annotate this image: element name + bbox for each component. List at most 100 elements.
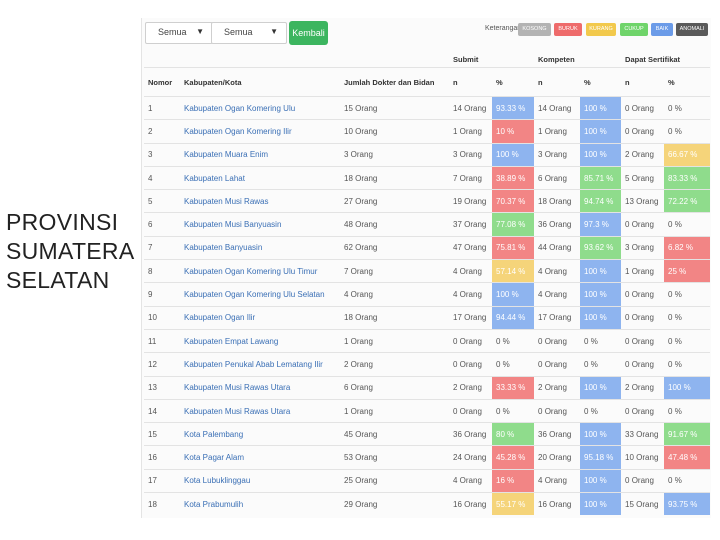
filter-select-1[interactable]: Semua ▼: [145, 22, 213, 44]
filter-select-1-value: Semua: [158, 27, 187, 37]
table-row: 11 Kabupaten Empat Lawang 1 Orang 0 Orang 0 …: [144, 328, 711, 353]
cell-submit-n: 1 Orang: [449, 119, 492, 144]
cell-submit-n: 36 Orang: [449, 422, 492, 446]
cell-kabupaten[interactable]: Kabupaten Penukal Abab Lematang Ilir: [180, 352, 340, 377]
cell-kabupaten[interactable]: Kabupaten Ogan Komering Ulu Timur: [180, 259, 340, 283]
cell-sertifikat-pct: 0 %: [664, 468, 711, 493]
cell-sertifikat-pct: 0 %: [664, 398, 711, 423]
cell-kabupaten[interactable]: Kabupaten Banyuasin: [180, 235, 340, 260]
data-table: Submit Kompeten Dapat Sertifikat Nomor K…: [144, 51, 711, 516]
cell-kompeten-n: 20 Orang: [534, 445, 581, 470]
cell-jumlah: 3 Orang: [340, 142, 449, 167]
cell-sertifikat-n: 0 Orang: [621, 95, 665, 120]
cell-sertifikat-pct: 0 %: [664, 282, 711, 307]
cell-submit-pct: 70.37 %: [492, 189, 535, 213]
cell-kompeten-pct: 100 %: [580, 305, 622, 330]
cell-jumlah: 7 Orang: [340, 259, 449, 283]
cell-kabupaten[interactable]: Kabupaten Empat Lawang: [180, 328, 340, 353]
header-kompeten-pct[interactable]: %: [580, 67, 622, 97]
cell-sertifikat-pct: 6.82 %: [664, 235, 711, 260]
cell-kompeten-n: 14 Orang: [534, 95, 581, 120]
cell-submit-n: 4 Orang: [449, 259, 492, 283]
cell-sertifikat-pct: 93.75 %: [664, 492, 711, 516]
cell-kabupaten[interactable]: Kabupaten Musi Rawas Utara: [180, 398, 340, 423]
cell-kompeten-pct: 100 %: [580, 492, 622, 516]
cell-submit-n: 2 Orang: [449, 375, 492, 400]
cell-jumlah: 27 Orang: [340, 189, 449, 213]
filter-select-2-value: Semua: [224, 27, 253, 37]
cell-submit-n: 0 Orang: [449, 398, 492, 423]
cell-nomor: 7: [144, 235, 180, 260]
header-sertifikat-n[interactable]: n: [621, 67, 665, 97]
cell-kompeten-pct: 100 %: [580, 119, 622, 144]
cell-sertifikat-n: 10 Orang: [621, 445, 665, 470]
cell-kabupaten[interactable]: Kabupaten Ogan Komering Ulu: [180, 95, 340, 120]
cell-kabupaten[interactable]: Kota Pagar Alam: [180, 445, 340, 470]
cell-kabupaten[interactable]: Kabupaten Ogan Ilir: [180, 305, 340, 330]
table-row: 15 Kota Palembang 45 Orang 36 Orang 80 % 36 O…: [144, 422, 711, 446]
cell-kompeten-pct: 0 %: [580, 352, 622, 377]
table-row: 10 Kabupaten Ogan Ilir 18 Orang 17 Orang 94.…: [144, 305, 711, 330]
table-row: 8 Kabupaten Ogan Komering Ulu Timur 7 Oran…: [144, 259, 711, 283]
table-row: 7 Kabupaten Banyuasin 62 Orang 47 Orang 75.8…: [144, 235, 711, 260]
cell-submit-pct: 45.28 %: [492, 445, 535, 470]
header-nomor[interactable]: Nomor: [144, 67, 180, 97]
cell-sertifikat-pct: 47.48 %: [664, 445, 711, 470]
cell-nomor: 8: [144, 259, 180, 283]
group-header-row: Submit Kompeten Dapat Sertifikat: [144, 51, 710, 68]
cell-kabupaten[interactable]: Kabupaten Musi Banyuasin: [180, 212, 340, 237]
cell-nomor: 15: [144, 422, 180, 446]
group-header-sertifikat: Dapat Sertifikat: [625, 54, 681, 64]
cell-kompeten-n: 17 Orang: [534, 305, 581, 330]
cell-jumlah: 48 Orang: [340, 212, 449, 237]
table-row: 4 Kabupaten Lahat 18 Orang 7 Orang 38.89 % 6 …: [144, 165, 711, 190]
cell-sertifikat-n: 3 Orang: [621, 235, 665, 260]
cell-submit-n: 47 Orang: [449, 235, 492, 260]
cell-kabupaten[interactable]: Kabupaten Musi Rawas: [180, 189, 340, 213]
cell-kompeten-pct: 85.71 %: [580, 165, 622, 190]
table-row: 1 Kabupaten Ogan Komering Ulu 15 Orang 14 O…: [144, 95, 711, 120]
cell-kompeten-n: 4 Orang: [534, 468, 581, 493]
cell-nomor: 14: [144, 398, 180, 423]
header-submit-pct[interactable]: %: [492, 67, 535, 97]
legend-badge-cukup: CUKUP: [620, 23, 648, 36]
cell-submit-pct: 38.89 %: [492, 165, 535, 190]
cell-sertifikat-n: 0 Orang: [621, 212, 665, 237]
filter-select-2[interactable]: Semua ▼: [211, 22, 287, 44]
cell-submit-n: 37 Orang: [449, 212, 492, 237]
group-header-kompeten: Kompeten: [538, 54, 575, 64]
cell-sertifikat-pct: 0 %: [664, 328, 711, 353]
table-body: 1 Kabupaten Ogan Komering Ulu 15 Orang 14 O…: [144, 95, 711, 516]
cell-kabupaten[interactable]: Kabupaten Musi Rawas Utara: [180, 375, 340, 400]
cell-kabupaten[interactable]: Kabupaten Muara Enim: [180, 142, 340, 167]
cell-kabupaten[interactable]: Kota Lubuklinggau: [180, 468, 340, 493]
table-row: 9 Kabupaten Ogan Komering Ulu Selatan 4 Or…: [144, 282, 711, 307]
title-line-3: SELATAN: [6, 267, 110, 293]
group-header-submit: Submit: [453, 54, 479, 64]
header-sertifikat-pct[interactable]: %: [664, 67, 711, 97]
cell-kompeten-pct: 100 %: [580, 422, 622, 446]
cell-jumlah: 15 Orang: [340, 95, 449, 120]
cell-kabupaten[interactable]: Kota Palembang: [180, 422, 340, 446]
cell-submit-pct: 93.33 %: [492, 95, 535, 120]
cell-nomor: 3: [144, 142, 180, 167]
cell-submit-pct: 16 %: [492, 468, 535, 493]
cell-submit-pct: 77.08 %: [492, 212, 535, 237]
legend-badge-kurang: KURANG: [586, 23, 616, 36]
header-submit-n[interactable]: n: [449, 67, 492, 97]
cell-kabupaten[interactable]: Kabupaten Lahat: [180, 165, 340, 190]
cell-submit-n: 7 Orang: [449, 165, 492, 190]
cell-sertifikat-pct: 0 %: [664, 119, 711, 144]
cell-kabupaten[interactable]: Kabupaten Ogan Komering Ulu Selatan: [180, 282, 340, 307]
cell-sertifikat-pct: 72.22 %: [664, 189, 711, 213]
header-kompeten-n[interactable]: n: [534, 67, 581, 97]
cell-kompeten-pct: 93.62 %: [580, 235, 622, 260]
header-kabupaten[interactable]: Kabupaten/Kota: [180, 67, 340, 97]
cell-sertifikat-n: 13 Orang: [621, 189, 665, 213]
filter-bar: Semua ▼ Semua ▼ Kembali Keterangan : KOS…: [142, 18, 711, 50]
back-button[interactable]: Kembali: [289, 21, 328, 45]
cell-kabupaten[interactable]: Kota Prabumulih: [180, 492, 340, 516]
header-jumlah[interactable]: Jumlah Dokter dan Bidan: [340, 67, 449, 97]
cell-kabupaten[interactable]: Kabupaten Ogan Komering Ilir: [180, 119, 340, 144]
cell-kompeten-pct: 0 %: [580, 328, 622, 353]
